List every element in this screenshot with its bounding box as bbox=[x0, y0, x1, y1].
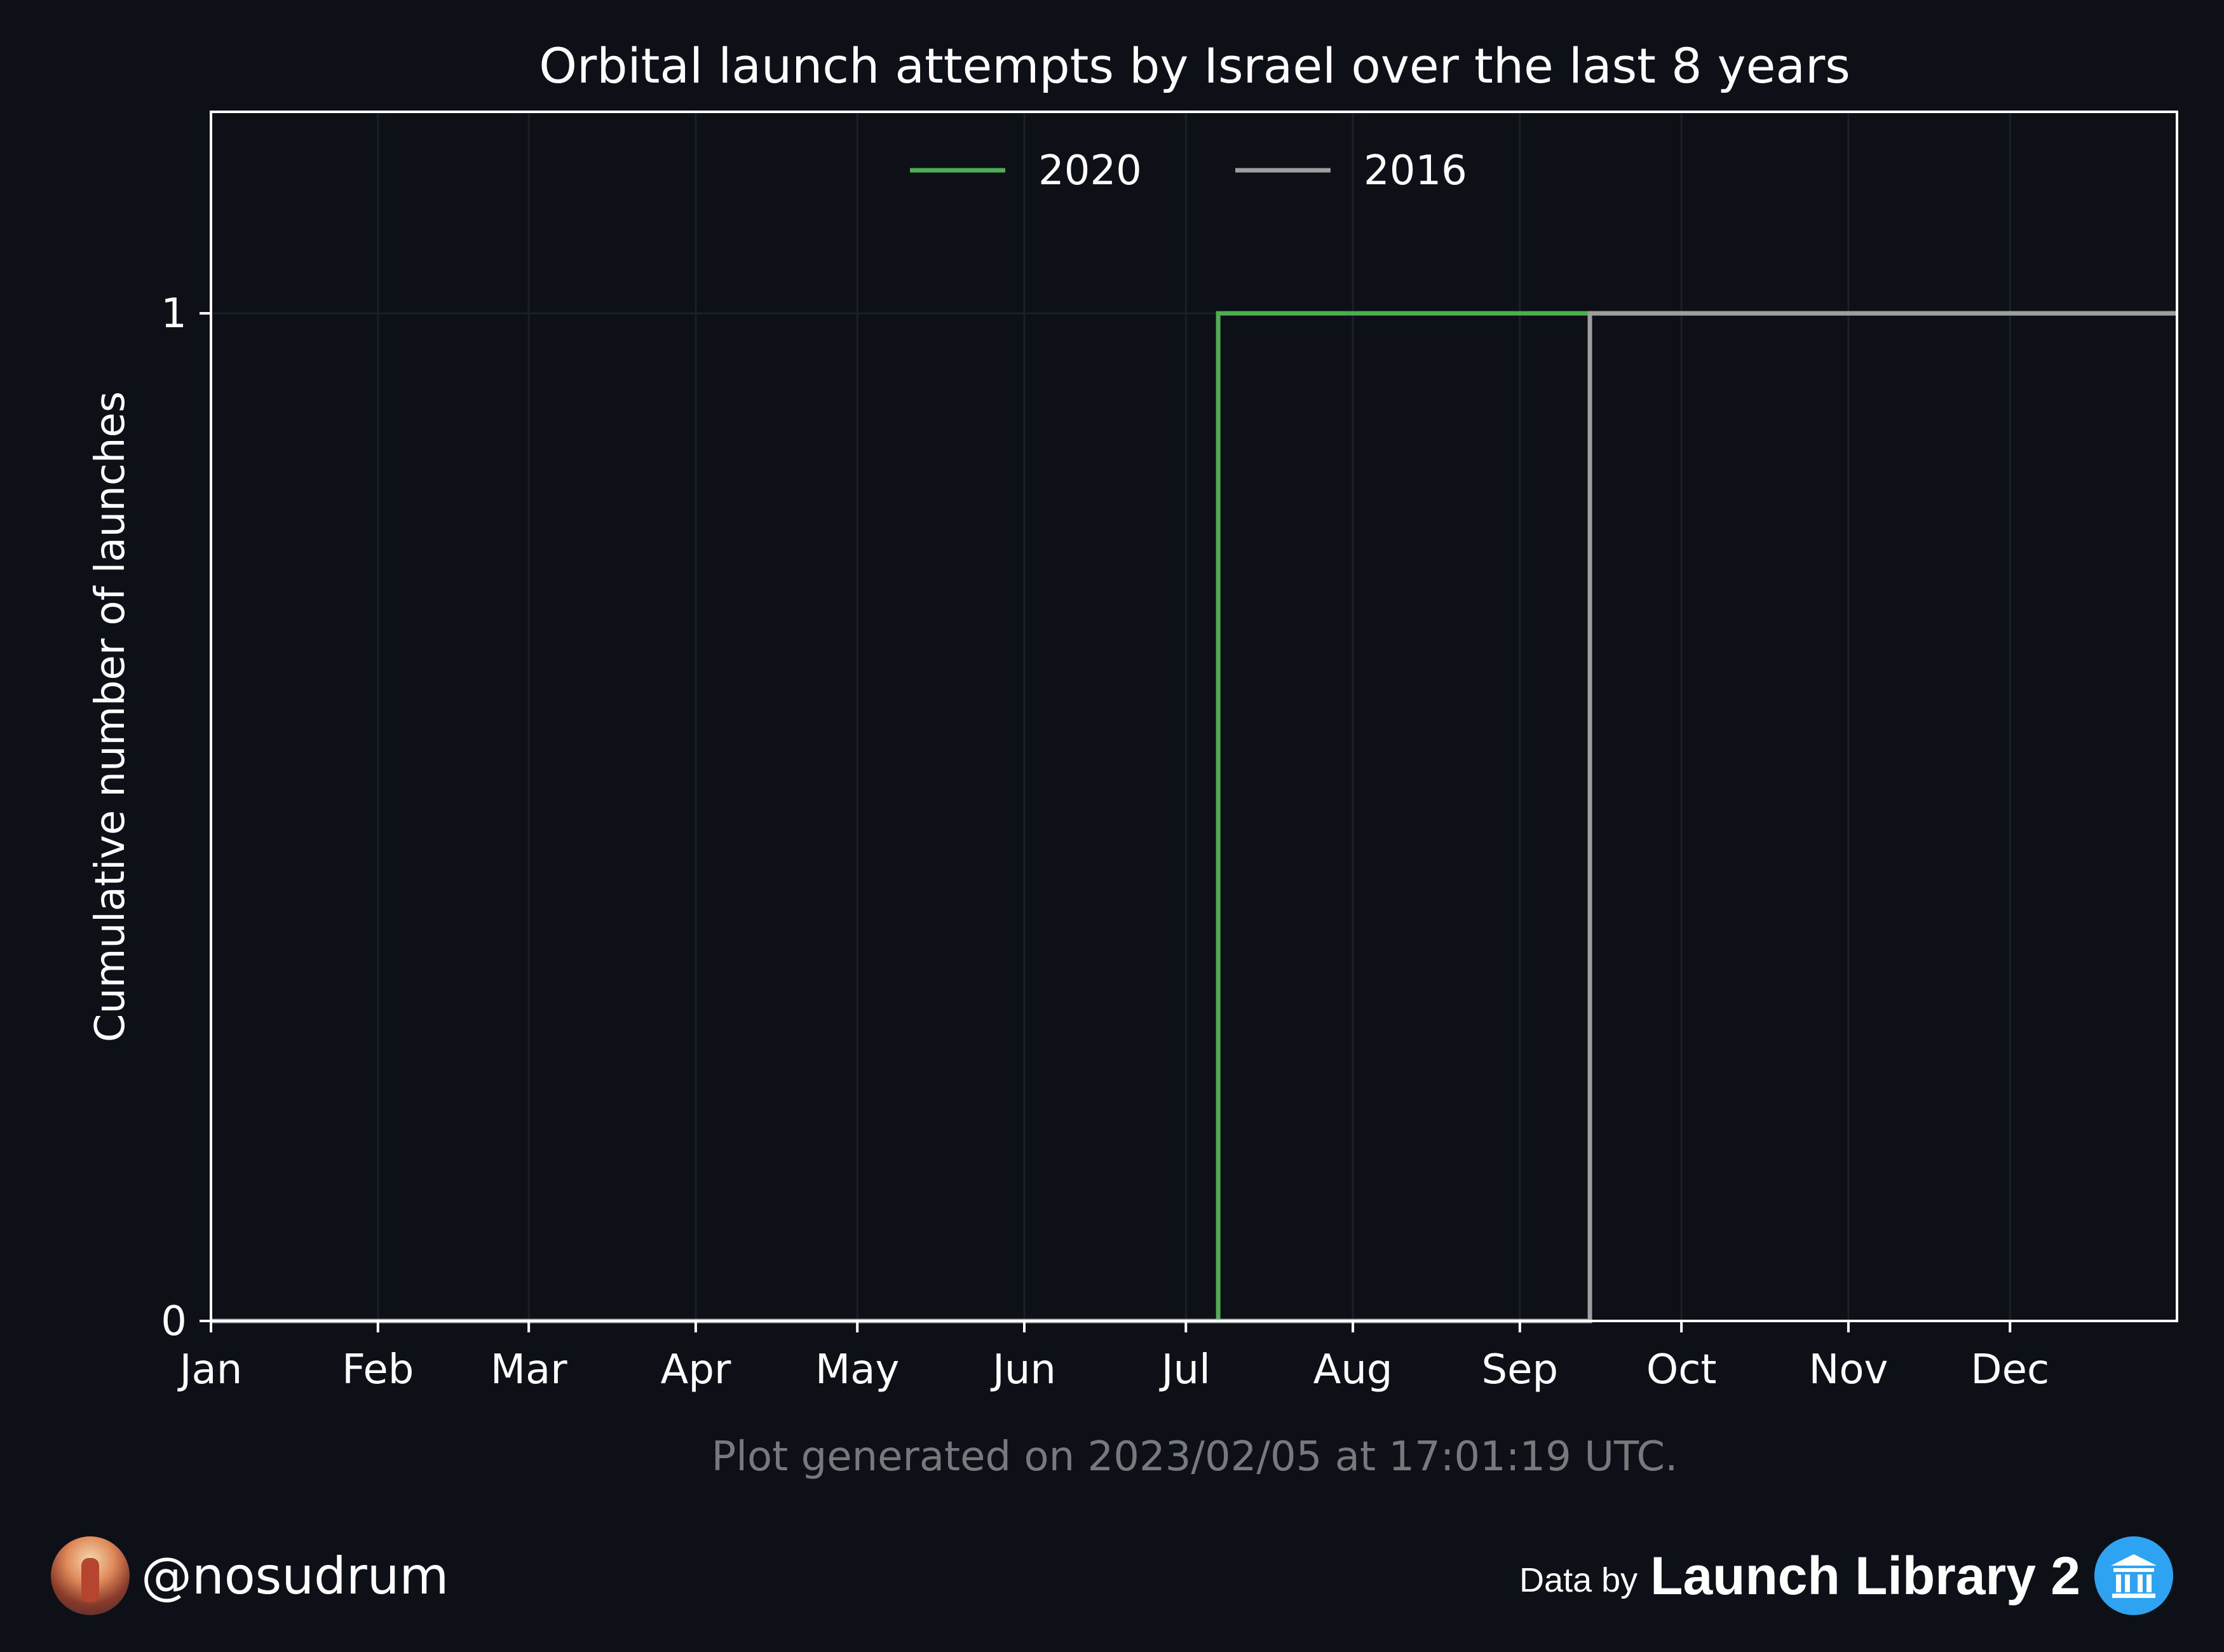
x-tick-label: Jan bbox=[177, 1346, 243, 1393]
author-handle[interactable]: @nosudrum bbox=[141, 1546, 449, 1606]
x-tick-label: Oct bbox=[1646, 1346, 1717, 1393]
x-tick-label: Jun bbox=[990, 1346, 1056, 1393]
footnote: Plot generated on 2023/02/05 at 17:01:19… bbox=[712, 1433, 1678, 1480]
y-axis: 01 bbox=[161, 290, 211, 1345]
series-lines bbox=[211, 311, 2177, 1324]
y-axis-label: Cumulative number of launches bbox=[87, 391, 134, 1042]
x-tick-label: Feb bbox=[342, 1346, 414, 1393]
x-tick-label: May bbox=[815, 1346, 899, 1393]
series-line-2016 bbox=[211, 311, 2177, 1324]
x-tick-label: Apr bbox=[661, 1346, 731, 1393]
astronaut-avatar bbox=[51, 1536, 130, 1615]
y-tick-label: 0 bbox=[161, 1298, 187, 1345]
plot-frame bbox=[210, 111, 2178, 1322]
x-tick-label: Nov bbox=[1808, 1346, 1888, 1393]
launch-library-brand[interactable]: Launch Library 2 bbox=[1650, 1545, 2080, 1606]
series-line-2020 bbox=[211, 311, 2177, 1324]
data-by-label: Data by bbox=[1519, 1561, 1638, 1599]
legend-label: 2020 bbox=[1038, 147, 1142, 194]
data-source-credit: Data by Launch Library 2 bbox=[1519, 1536, 2173, 1615]
x-tick-label: Sep bbox=[1482, 1346, 1559, 1393]
chart-title: Orbital launch attempts by Israel over t… bbox=[539, 37, 1850, 94]
legend-label: 2016 bbox=[1364, 147, 1467, 194]
x-tick-label: Aug bbox=[1313, 1346, 1393, 1393]
x-tick-label: Dec bbox=[1970, 1346, 2049, 1393]
y-tick-label: 1 bbox=[161, 290, 187, 337]
grid bbox=[210, 112, 2177, 1322]
legend: 2020 2016 bbox=[910, 147, 1467, 194]
x-tick-label: Jul bbox=[1159, 1346, 1210, 1393]
x-axis: Jan Feb Mar Apr May Jun Jul Aug Sep Oct Nov Dec bbox=[177, 1321, 2049, 1393]
library-icon bbox=[2094, 1536, 2173, 1615]
x-tick-label: Mar bbox=[491, 1346, 567, 1393]
author-credit: @nosudrum bbox=[51, 1536, 449, 1615]
